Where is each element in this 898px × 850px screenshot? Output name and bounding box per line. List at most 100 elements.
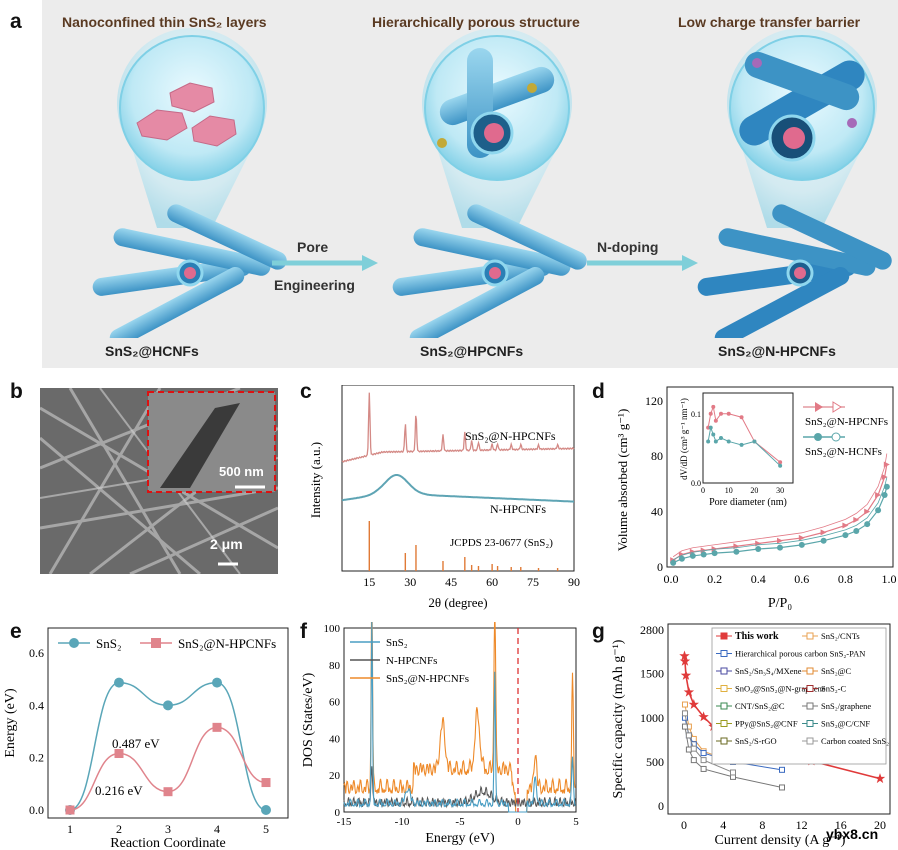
- rate-legend-marker: [720, 685, 728, 692]
- rate-legend-label: SnS₂/Sn₃S₄/MXene: [735, 666, 802, 676]
- rate-point: [700, 750, 707, 757]
- energy-xlabel: Reaction Coordinate: [110, 836, 225, 850]
- bet-point: [777, 537, 783, 544]
- inset-point: [706, 439, 711, 444]
- bet-point: [883, 461, 890, 468]
- energy-xtick: 2: [116, 822, 122, 836]
- rate-point: [679, 655, 691, 666]
- rate-legend-marker: [720, 702, 728, 710]
- energy-xtick: 4: [214, 822, 220, 836]
- dos-ytick: 20: [329, 770, 341, 782]
- arrow2-label: N-doping: [597, 239, 659, 255]
- inset-point: [708, 425, 713, 430]
- main-scale-label: 2 μm: [210, 536, 243, 552]
- rate-point: [700, 765, 707, 772]
- energy-xtick: 3: [165, 822, 171, 836]
- panel-letter-c: c: [300, 380, 312, 403]
- rate-legend-label: SnS₂/graphene: [821, 701, 871, 711]
- energy-annot2: 0.216 eV: [95, 783, 143, 798]
- energy-legend2: SnS₂@N-HPCNFs: [178, 636, 276, 651]
- rate-xtick: 0: [681, 818, 687, 832]
- bet-xtick: 0.4: [751, 572, 766, 586]
- bet-point: [820, 537, 827, 544]
- inset-point: [713, 418, 718, 423]
- energy-xtick: 1: [67, 822, 73, 836]
- inset-xtick: 30: [776, 486, 784, 495]
- bet-point: [700, 551, 707, 558]
- inset-scale-label: 500 nm: [219, 464, 264, 479]
- bet-xtick: 0.8: [838, 572, 853, 586]
- dos-xtick: 0: [515, 816, 521, 828]
- stage3-title: Low charge transfer barrier: [678, 14, 861, 30]
- energy-point: [114, 749, 124, 759]
- energy-annot1: 0.487 eV: [112, 736, 160, 751]
- watermark: ybx8.cn: [826, 826, 879, 842]
- rate-legend-marker: [720, 720, 728, 727]
- bet-legend1: SnS₂@N-HPCNFs: [805, 416, 888, 428]
- rate-point: [730, 769, 736, 776]
- energy-xtick: 5: [263, 822, 269, 836]
- bet-point: [875, 492, 882, 498]
- bet-point: [820, 529, 827, 536]
- rate-point: [688, 699, 699, 709]
- dos-ytick: 80: [329, 660, 341, 672]
- rate-point: [779, 784, 785, 791]
- inset-point: [719, 436, 723, 440]
- xrd-label-ref: JCPDS 23-0677 (SnS₂): [450, 537, 553, 549]
- bet-point: [853, 528, 860, 534]
- xrd-ylabel: Intensity (a.u.): [308, 442, 323, 518]
- rate-legend-marker: [720, 667, 728, 675]
- rate-ytick: 500: [646, 755, 664, 769]
- dos-ytick: 40: [329, 733, 341, 745]
- bet-point: [842, 522, 849, 529]
- energy-point: [65, 805, 75, 815]
- rate-legend-label: SnS₂/S-rGO: [735, 736, 777, 746]
- inset-point: [739, 415, 744, 420]
- rate-point: [681, 710, 688, 717]
- rate-legend-marker: [806, 720, 814, 727]
- xrd-xtick: 75: [527, 575, 539, 589]
- inset-point: [778, 460, 783, 465]
- rate-legend-label: PPy@SnS₂@CNF: [735, 719, 798, 729]
- rate-legend-marker: [720, 632, 728, 640]
- bet-point: [733, 548, 740, 555]
- inset-point: [711, 432, 716, 437]
- energy-point: [261, 805, 271, 815]
- rate-xtick: 4: [720, 818, 726, 832]
- panel-letter-d: d: [592, 380, 605, 403]
- bet-line-0: [672, 464, 888, 561]
- inset-point: [752, 439, 757, 444]
- energy-point: [114, 677, 124, 688]
- rate-point: [685, 732, 692, 739]
- dos-ytick: 60: [329, 697, 341, 709]
- bet-desorption-line-0: [672, 453, 888, 558]
- bet-chart: Volume absorbed (cm³ g⁻¹) 0 40 80 120 0.0 0.…: [615, 386, 897, 611]
- energy-legend1: SnS₂: [96, 636, 122, 651]
- rate-legend-marker: [806, 632, 814, 640]
- rate-ytick: 0: [658, 799, 664, 813]
- xrd-chart: Intensity (a.u.) SnS₂@N-HPCNFs N-HPCNFs …: [308, 385, 580, 610]
- bet-point: [883, 483, 890, 490]
- rate-point: [698, 711, 709, 722]
- bet-point: [689, 548, 696, 555]
- energy-point: [212, 722, 222, 732]
- bet-ytick: 80: [651, 449, 663, 463]
- inset-xtick: 10: [725, 486, 733, 495]
- dos-xtick: -10: [395, 816, 410, 828]
- bet-point: [798, 534, 805, 541]
- bet-ylabel: Volume absorbed (cm³ g⁻¹): [615, 409, 630, 552]
- stage1-label: SnS₂@HCNFs: [105, 343, 199, 359]
- rate-legend-label: SnS₂-C: [821, 684, 846, 694]
- bet-point: [853, 516, 860, 523]
- rate-legend-marker: [806, 702, 814, 710]
- rate-legend-marker: [806, 737, 814, 745]
- bet-xtick: 0.2: [707, 572, 722, 586]
- xrd-xtick: 60: [486, 575, 498, 589]
- inset-point: [726, 411, 731, 416]
- rate-ylabel: Specific capacity (mAh g⁻¹): [611, 639, 626, 798]
- xrd-label-top: SnS₂@N-HPCNFs: [465, 429, 556, 443]
- xrd-curve-sns2-nhpcnfs: [341, 392, 575, 463]
- rate-xtick: 8: [759, 818, 765, 832]
- rate-legend-label: SnS₂@C/CNF: [821, 719, 870, 729]
